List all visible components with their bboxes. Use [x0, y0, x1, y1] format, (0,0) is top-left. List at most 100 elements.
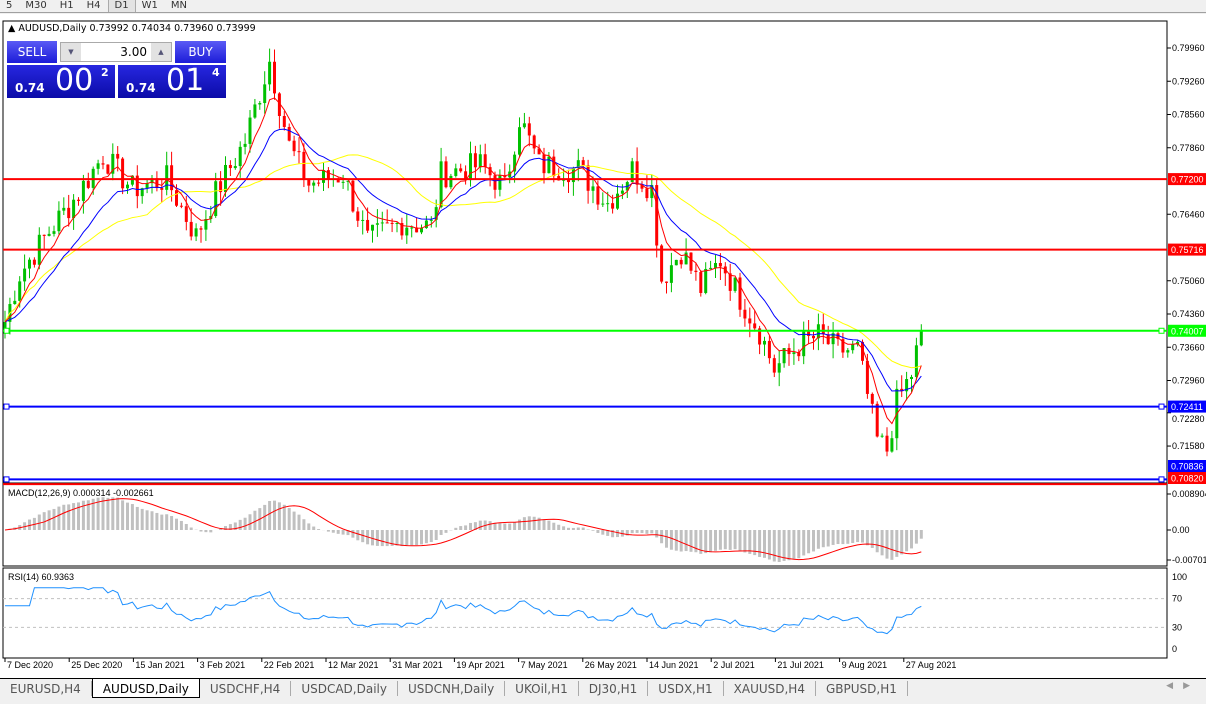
candle-body: [493, 175, 497, 190]
macd-bar: [826, 530, 830, 547]
lot-value[interactable]: 3.00: [120, 45, 147, 59]
macd-bar: [473, 522, 477, 530]
candle-body: [287, 126, 291, 141]
sell-price[interactable]: 0.74 00 2: [7, 63, 115, 98]
candle-body: [32, 259, 36, 265]
candle-body: [282, 115, 286, 127]
candle: [709, 260, 713, 270]
tf-d1[interactable]: D1: [107, 0, 136, 12]
candle-body: [248, 117, 252, 144]
macd-label: MACD(12,26,9) 0.000314 -0.002661: [8, 488, 154, 498]
date-axis-label: 27 Aug 2021: [906, 660, 957, 670]
tab-usdcad-daily[interactable]: USDCAD,Daily: [291, 681, 398, 696]
candle-body: [483, 154, 487, 168]
line-handle-icon: [1158, 327, 1165, 334]
macd-bar: [326, 530, 330, 532]
candle-body: [199, 228, 203, 230]
collapse-triangle-icon[interactable]: ▲: [8, 23, 16, 34]
price-axis-label: 0.72280: [1172, 414, 1205, 424]
tab-dj30-h1[interactable]: DJ30,H1: [579, 681, 649, 696]
candle-body: [728, 273, 732, 291]
sell-button[interactable]: SELL: [7, 41, 57, 63]
candle-body: [312, 182, 316, 186]
macd-bar: [816, 530, 820, 549]
tf-mn[interactable]: MN: [170, 0, 187, 11]
candle-body: [537, 148, 541, 155]
candle-body: [179, 205, 183, 207]
candle-body: [900, 388, 904, 392]
candle-body: [699, 272, 703, 293]
tab-xauusd-h4[interactable]: XAUUSD,H4: [724, 681, 816, 696]
candle: [297, 137, 301, 164]
candle-body: [361, 219, 365, 221]
candle: [415, 217, 419, 233]
candle: [165, 151, 169, 196]
price-label-bg: [1168, 472, 1206, 484]
increase-lot-icon[interactable]: ▲: [151, 43, 171, 61]
candle-body: [302, 151, 306, 180]
macd-bar: [493, 522, 497, 530]
candle: [900, 375, 904, 398]
macd-bar: [552, 522, 556, 530]
candle: [630, 157, 634, 183]
candle-body: [620, 190, 624, 194]
candle: [375, 209, 379, 237]
tab-gbpusd-h1[interactable]: GBPUSD,H1: [816, 681, 908, 696]
macd-bar: [346, 530, 350, 536]
candle: [341, 174, 345, 189]
macd-bar: [361, 530, 365, 543]
candle-body: [116, 153, 120, 159]
candle-body: [772, 358, 776, 373]
macd-bar: [111, 497, 115, 530]
candle-body: [797, 352, 801, 357]
tf-m30[interactable]: M30: [25, 0, 47, 11]
lot-size-field[interactable]: ▼ 3.00 ▲: [60, 42, 172, 62]
tab-audusd-daily[interactable]: AUDUSD,Daily: [91, 679, 200, 698]
candle-body: [591, 186, 595, 191]
price-axis-label: 0.79260: [1172, 76, 1205, 86]
tf-h1[interactable]: H1: [59, 0, 74, 11]
macd-bar: [67, 504, 71, 530]
candle: [782, 348, 786, 368]
candle-body: [885, 435, 889, 452]
tab-ukoil-h1[interactable]: UKOil,H1: [505, 681, 579, 696]
tab-usdcnh-daily[interactable]: USDCNH,Daily: [398, 681, 506, 696]
candle-body: [238, 146, 242, 167]
candle-body: [351, 180, 355, 212]
macd-bar: [96, 497, 100, 530]
price-chart[interactable]: 0.79960 0.79260 0.78560 0.77860 0.76460 0.750…: [0, 0, 1206, 678]
candles: [3, 48, 923, 457]
date-axis-label: 12 Mar 2021: [328, 660, 379, 670]
macd-bar: [660, 530, 664, 544]
tf-w1[interactable]: W1: [141, 0, 158, 11]
candle: [292, 135, 296, 157]
candle-body: [875, 403, 879, 437]
candle-body: [821, 324, 825, 335]
macd-bar: [821, 530, 825, 548]
candle-body: [390, 222, 394, 224]
buy-price[interactable]: 0.74 01 4: [118, 63, 226, 98]
candle-body: [429, 219, 433, 221]
macd-bar: [831, 530, 835, 545]
buy-button[interactable]: BUY: [175, 41, 226, 63]
candle: [586, 159, 590, 204]
tab-scroll-arrows-icon[interactable]: ◀▶: [1166, 681, 1200, 691]
tab-usdx-h1[interactable]: USDX,H1: [648, 681, 724, 696]
tf-h4[interactable]: H4: [86, 0, 101, 11]
candle-body: [77, 199, 80, 201]
candle: [346, 180, 350, 191]
price-axis-label: 0.77860: [1172, 143, 1205, 153]
candle: [513, 151, 517, 183]
tab-eurusd-h4[interactable]: EURUSD,H4: [0, 681, 92, 696]
macd-bar: [189, 527, 193, 530]
macd-bar: [204, 530, 208, 533]
tf-5[interactable]: 5: [6, 0, 13, 11]
macd-bar: [709, 530, 713, 553]
tab-usdchf-h4[interactable]: USDCHF,H4: [200, 681, 292, 696]
decrease-lot-icon[interactable]: ▼: [61, 43, 81, 61]
macd-bar: [312, 526, 316, 530]
candle-body: [18, 281, 22, 301]
candle: [371, 224, 374, 243]
candle: [640, 181, 644, 193]
macd-bar: [199, 530, 203, 532]
